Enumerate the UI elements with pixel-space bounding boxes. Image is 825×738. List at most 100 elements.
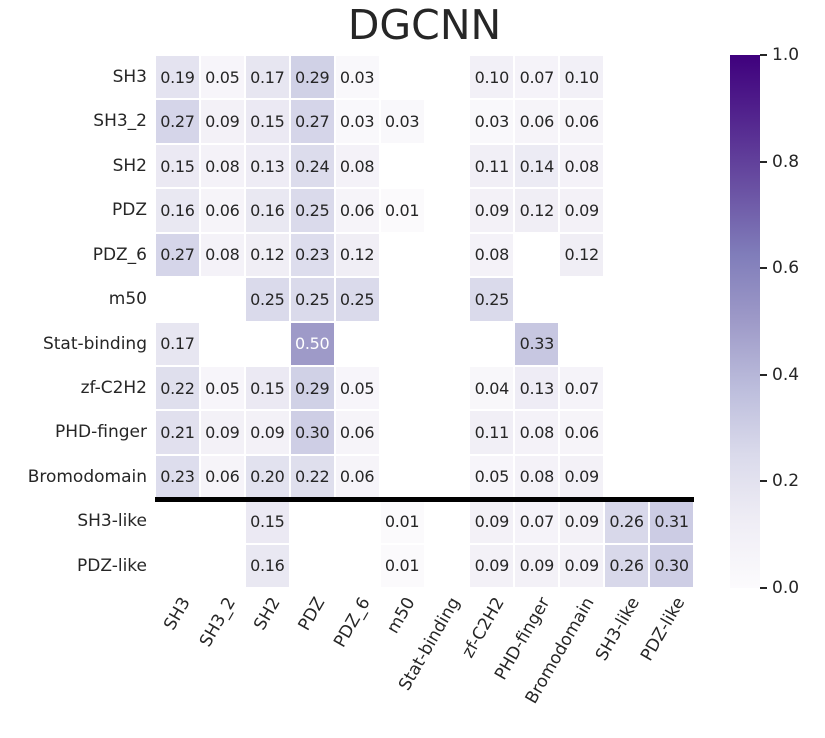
heatmap-cell: 0.01 (379, 499, 425, 544)
heatmap-cell-empty (514, 277, 560, 322)
heatmap-cell-empty (199, 277, 245, 322)
heatmap-cell: 0.16 (155, 188, 200, 233)
x-tick-label: PDZ_6 (329, 594, 375, 652)
heatmap-cell: 0.05 (199, 55, 245, 100)
chart-title: DGCNN (347, 1, 502, 49)
heatmap-cell-empty (604, 143, 650, 189)
heatmap-cell: 0.09 (199, 99, 245, 144)
heatmap-cell-empty (155, 277, 200, 322)
x-tick-label: SH2 (250, 594, 285, 634)
heatmap-cell: 0.23 (289, 232, 335, 278)
heatmap-cell: 0.19 (155, 55, 200, 100)
heatmap-cell: 0.09 (469, 543, 515, 588)
heatmap-cell: 0.03 (469, 99, 515, 144)
x-tick-label: PDZ-like (636, 594, 689, 665)
heatmap-cell-empty (334, 321, 380, 366)
colorbar-tick-mark (760, 267, 767, 270)
heatmap-cell: 0.25 (469, 277, 515, 322)
y-tick-label: PDZ (112, 200, 147, 221)
y-tick-label: m50 (108, 289, 147, 310)
heatmap-cell: 0.12 (559, 232, 605, 278)
colorbar-tick-label: 0.0 (772, 578, 800, 598)
heatmap-cell: 0.04 (469, 365, 515, 411)
heatmap-cell-empty (424, 277, 470, 322)
y-axis-labels: SH3 SH3_2 SH2 PDZ PDZ_6 m50 Stat-binding zf-C2H… (0, 55, 147, 588)
heatmap-cell: 0.08 (559, 143, 605, 189)
heatmap-cell: 0.27 (155, 99, 200, 144)
heatmap-cell: 0.03 (334, 55, 380, 100)
heatmap-cell-empty (649, 143, 694, 189)
colorbar-tick-label: 0.4 (772, 364, 800, 385)
heatmap-cell-empty (289, 543, 335, 588)
heatmap-cell: 0.29 (289, 365, 335, 411)
heatmap-cell-empty (379, 277, 425, 322)
heatmap-cell-empty (379, 365, 425, 411)
heatmap-cell-empty (379, 143, 425, 189)
heatmap-cell-empty (379, 55, 425, 100)
heatmap-cell: 0.29 (289, 55, 335, 100)
heatmap-cell-empty (649, 365, 694, 411)
heatmap-cell: 0.25 (334, 277, 380, 322)
heatmap-cell-empty (424, 143, 470, 189)
heatmap-cell: 0.22 (155, 365, 200, 411)
heatmap-cell: 0.14 (514, 143, 560, 189)
colorbar-tick-mark (760, 587, 767, 589)
heatmap-cell: 0.08 (199, 143, 245, 189)
heatmap-cell-empty (559, 321, 605, 366)
colorbar-tick-label: 0.6 (772, 258, 800, 279)
colorbar-tick-mark (760, 160, 767, 163)
colorbar-tick-label: 1.0 (772, 45, 800, 65)
heatmap-cell-empty (424, 55, 470, 100)
heatmap-cell: 0.30 (289, 410, 335, 455)
heatmap-cell-empty (514, 232, 560, 278)
heatmap-cell: 0.25 (244, 277, 290, 322)
heatmap-cell: 0.08 (514, 410, 560, 455)
heatmap-cell: 0.17 (155, 321, 200, 366)
heatmap-cell: 0.16 (244, 188, 290, 233)
heatmap-cell-empty (424, 543, 470, 588)
heatmap-cell: 0.12 (334, 232, 380, 278)
heatmap-cell-empty (155, 499, 200, 544)
heatmap-cell-empty (424, 99, 470, 144)
heatmap-cell-empty (649, 188, 694, 233)
heatmap-cell: 0.07 (559, 365, 605, 411)
colorbar-tick-label: 0.2 (772, 471, 800, 492)
heatmap-cell-empty (424, 454, 470, 500)
heatmap-cell-empty (379, 454, 425, 500)
heatmap-cell-empty (424, 365, 470, 411)
heatmap-cell: 0.09 (199, 410, 245, 455)
heatmap-cell: 0.12 (514, 188, 560, 233)
heatmap-cell: 0.11 (469, 143, 515, 189)
heatmap-cell-empty (379, 321, 425, 366)
heatmap-cell: 0.20 (244, 454, 290, 500)
heatmap-cell: 0.26 (604, 543, 650, 588)
heatmap-cell-empty (424, 410, 470, 455)
heatmap-cell: 0.10 (469, 55, 515, 100)
heatmap-cell: 0.31 (649, 499, 694, 544)
heatmap-cell: 0.08 (334, 143, 380, 189)
heatmap-cell: 0.12 (244, 232, 290, 278)
x-tick-label: PDZ (294, 594, 330, 635)
heatmap-cell: 0.22 (289, 454, 335, 500)
heatmap-cell-empty (155, 543, 200, 588)
heatmap-cell-empty (604, 99, 650, 144)
heatmap-cell: 0.05 (199, 365, 245, 411)
heatmap-cell: 0.09 (244, 410, 290, 455)
heatmap-cell: 0.06 (559, 99, 605, 144)
heatmap-cell: 0.06 (199, 454, 245, 500)
separator-line (155, 496, 694, 502)
colorbar-tick-label: 0.8 (772, 151, 800, 172)
heatmap-cell: 0.09 (559, 454, 605, 500)
heatmap-cell: 0.15 (244, 365, 290, 411)
y-tick-label: PDZ-like (77, 555, 147, 576)
x-tick-label: m50 (382, 594, 420, 638)
heatmap-cell: 0.06 (334, 454, 380, 500)
heatmap-cell-empty (199, 499, 245, 544)
heatmap-cell: 0.11 (469, 410, 515, 455)
heatmap-cell-empty (604, 365, 650, 411)
heatmap-cell: 0.25 (289, 277, 335, 322)
x-tick-label: SH3 (160, 594, 195, 634)
heatmap-cell: 0.03 (379, 99, 425, 144)
heatmap-cell-empty (604, 410, 650, 455)
